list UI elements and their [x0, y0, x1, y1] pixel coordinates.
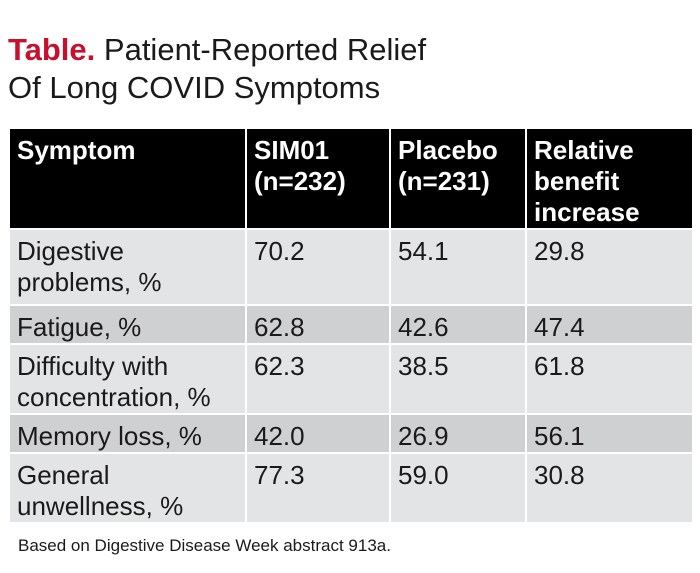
- cell-sim01: 62.3: [245, 343, 391, 414]
- symptom-relief-table: Symptom SIM01 (n=232) Placebo (n=231) Re…: [8, 129, 694, 522]
- cell-symptom: General unwellness, %: [8, 452, 247, 522]
- cell-symptom: Fatigue, %: [8, 304, 247, 344]
- cell-sim01: 77.3: [245, 452, 391, 522]
- cell-sim01: 70.2: [245, 228, 391, 305]
- title-line1: Patient-Reported Relief: [103, 32, 427, 67]
- header-symptom: Symptom: [8, 129, 247, 229]
- source-footnote: Based on Digestive Disease Week abstract…: [18, 536, 391, 555]
- header-placebo: Placebo (n=231): [389, 129, 527, 229]
- cell-relative: 56.1: [525, 413, 694, 453]
- table-row: Digestive problems, % 70.2 54.1 29.8: [8, 228, 694, 305]
- table-row: General unwellness, % 77.3 59.0 30.8: [8, 452, 694, 522]
- header-sim01: SIM01 (n=232): [245, 129, 391, 229]
- cell-sim01: 42.0: [245, 413, 391, 453]
- title-lead: Table.: [8, 32, 96, 67]
- title-line2: Of Long COVID Symptoms: [8, 70, 381, 105]
- cell-symptom: Difficulty with concentration, %: [8, 343, 247, 414]
- cell-relative: 29.8: [525, 228, 694, 305]
- cell-placebo: 26.9: [389, 413, 527, 453]
- table-row: Fatigue, % 62.8 42.6 47.4: [8, 304, 694, 344]
- table-header-row: Symptom SIM01 (n=232) Placebo (n=231) Re…: [8, 129, 694, 229]
- table-row: Memory loss, % 42.0 26.9 56.1: [8, 413, 694, 453]
- cell-placebo: 59.0: [389, 452, 527, 522]
- header-relative-benefit: Relative benefit increase: [525, 129, 694, 229]
- cell-relative: 61.8: [525, 343, 694, 414]
- table-row: Difficulty with concentration, % 62.3 38…: [8, 343, 694, 414]
- cell-placebo: 54.1: [389, 228, 527, 305]
- cell-symptom: Digestive problems, %: [8, 228, 247, 305]
- cell-relative: 30.8: [525, 452, 694, 522]
- cell-placebo: 38.5: [389, 343, 527, 414]
- cell-relative: 47.4: [525, 304, 694, 344]
- cell-placebo: 42.6: [389, 304, 527, 344]
- table-title: Table. Patient-Reported Relief Of Long C…: [8, 0, 692, 107]
- cell-sim01: 62.8: [245, 304, 391, 344]
- cell-symptom: Memory loss, %: [8, 413, 247, 453]
